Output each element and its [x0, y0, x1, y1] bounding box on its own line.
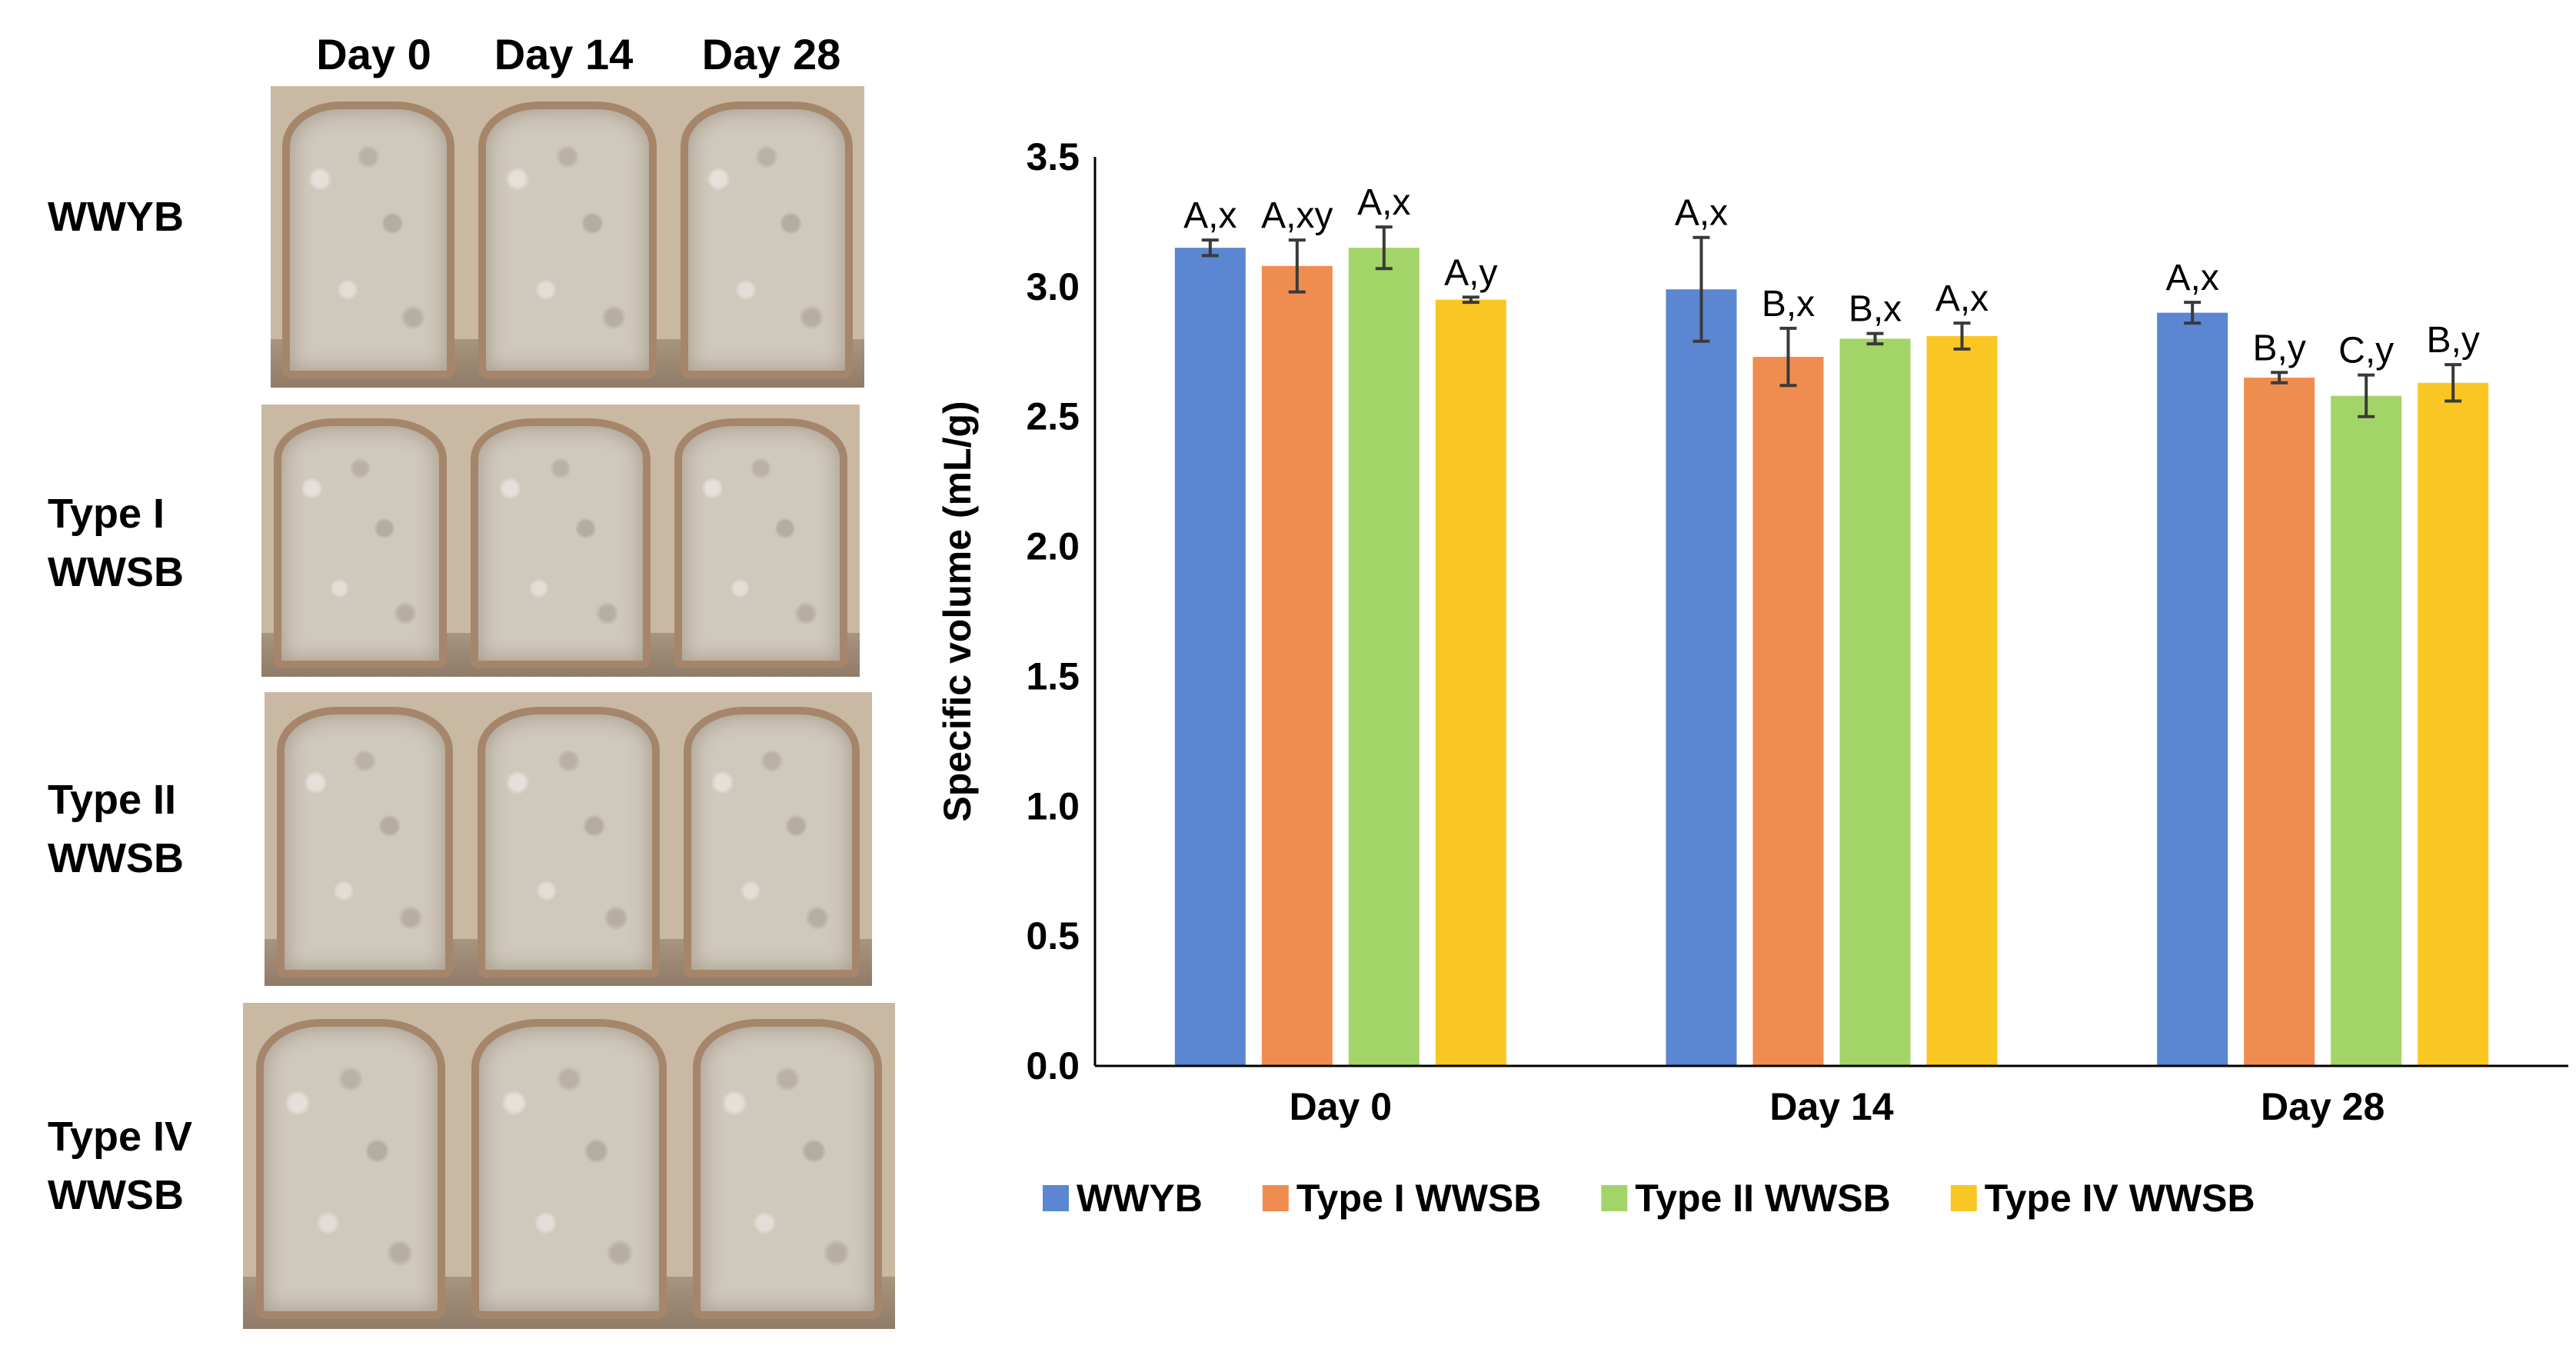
- significance-label: B,y: [2426, 320, 2479, 361]
- bar: [2331, 395, 2402, 1066]
- photo-column-header-day-14: Day 14: [494, 30, 634, 78]
- bar: [2244, 378, 2315, 1066]
- significance-label: B,x: [1762, 284, 1815, 325]
- y-axis-title: Specific volume (mL/g): [936, 401, 979, 821]
- bar: [2418, 382, 2489, 1067]
- significance-label: A,x: [2165, 258, 2218, 298]
- y-tick-label: 3.0: [1026, 265, 1080, 308]
- y-tick-label: 0.5: [1026, 914, 1080, 957]
- x-tick-label: Day 0: [1290, 1085, 1392, 1128]
- x-tick-labels: Day 0 Day 14 Day 28: [1290, 1085, 2385, 1128]
- bread-photo-row-type-i: [261, 405, 860, 677]
- row-label-line: WWSB: [48, 835, 184, 881]
- legend-label: WWYB: [1077, 1177, 1203, 1220]
- photo-row-label-type-ii: Type II WWSB: [48, 771, 184, 887]
- bread-slice-image: [680, 101, 853, 379]
- significance-label: A,x: [1183, 195, 1236, 236]
- bar: [1174, 248, 1246, 1067]
- bar: [1348, 248, 1419, 1067]
- bread-slice-image: [478, 101, 657, 379]
- y-tick-label: 3.5: [1026, 135, 1080, 178]
- bar-groups: A,x A,xy A,x A,y A,x B,x B,x A,x A,x B,y C,y B,y: [1174, 182, 2489, 1067]
- photo-column-header-day-0: Day 0: [316, 30, 431, 78]
- y-tick-label: 0.0: [1026, 1044, 1080, 1087]
- bread-slice-image: [693, 1019, 883, 1320]
- bread-slice-image: [477, 707, 660, 977]
- y-tick-label: 1.5: [1026, 654, 1080, 698]
- significance-label: A,x: [1357, 182, 1410, 223]
- y-tick-label: 1.0: [1026, 784, 1080, 828]
- legend-label: Type II WWSB: [1635, 1177, 1890, 1220]
- photo-column-header-day-28: Day 28: [701, 30, 841, 78]
- bar: [1435, 299, 1506, 1066]
- y-tick-label: 2.5: [1026, 395, 1080, 438]
- row-label-line: Type I: [48, 491, 165, 537]
- specific-volume-bar-chart: 0.0 0.5 1.0 1.5 2.0 2.5 3.0 3.5 Specific volume…: [936, 135, 2568, 1220]
- bread-photo-row-wwyb: [271, 86, 864, 388]
- bar: [1926, 336, 1998, 1067]
- legend-swatch: [1950, 1185, 1977, 1211]
- bar: [2157, 312, 2228, 1067]
- bar: [1261, 265, 1333, 1067]
- bread-photo-row-type-ii: [265, 692, 872, 986]
- bread-slice-image: [684, 707, 860, 977]
- significance-label: B,y: [2252, 328, 2305, 368]
- row-label-line: Type IV: [48, 1114, 193, 1160]
- significance-label: A,xy: [1261, 195, 1333, 236]
- y-tick-labels: 0.0 0.5 1.0 1.5 2.0 2.5 3.0 3.5: [1026, 135, 1080, 1087]
- photo-row-label-type-i: Type I WWSB: [48, 485, 184, 601]
- row-label-line: WWSB: [48, 1172, 184, 1218]
- significance-label: A,y: [1444, 252, 1497, 293]
- row-label-line: WWYB: [48, 194, 184, 240]
- bar: [1752, 357, 1824, 1066]
- legend-swatch: [1601, 1185, 1628, 1211]
- y-tick-label: 2.0: [1026, 525, 1080, 568]
- x-tick-label: Day 28: [2261, 1085, 2385, 1128]
- bread-slice-image: [471, 1019, 667, 1320]
- bread-slice-image: [255, 1019, 445, 1320]
- legend-label: Type IV WWSB: [1985, 1177, 2255, 1220]
- bread-slice-image: [471, 418, 651, 669]
- bread-photo-panel: Day 0 Day 14 Day 28 WWYB Type I WWSB Typ…: [0, 0, 907, 1362]
- bread-photo-row-type-iv: [243, 1003, 895, 1329]
- row-label-line: Type II: [48, 777, 177, 823]
- photo-row-label-wwyb: WWYB: [48, 188, 184, 246]
- legend-label: Type I WWSB: [1296, 1177, 1542, 1220]
- row-label-line: WWSB: [48, 549, 184, 595]
- bread-slice-image: [674, 418, 848, 669]
- bread-slice-image: [282, 101, 455, 379]
- significance-label: A,x: [1935, 278, 1989, 319]
- bar: [1839, 338, 1911, 1066]
- significance-label: A,x: [1675, 193, 1728, 234]
- bread-slice-image: [273, 418, 448, 669]
- legend-swatch: [1262, 1185, 1289, 1211]
- x-tick-label: Day 14: [1769, 1085, 1893, 1128]
- chart-legend: WWYB Type I WWSB Type II WWSB Type IV WWSB: [1043, 1177, 2255, 1220]
- significance-label: B,x: [1849, 289, 1902, 330]
- significance-label: C,y: [2338, 331, 2394, 371]
- bread-slice-image: [276, 707, 453, 977]
- bar: [1666, 289, 1737, 1067]
- photo-row-label-type-iv: Type IV WWSB: [48, 1107, 192, 1224]
- legend-swatch: [1043, 1185, 1069, 1211]
